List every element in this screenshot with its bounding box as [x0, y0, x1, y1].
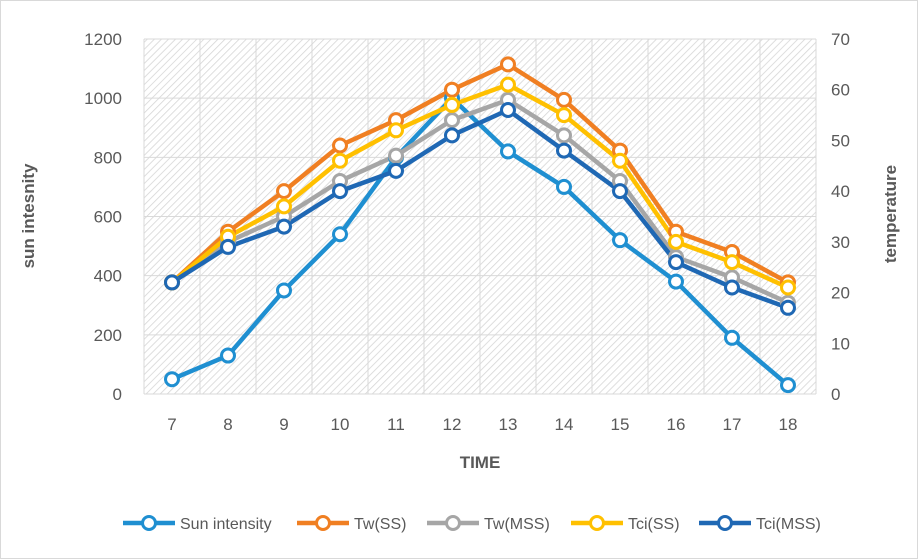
- y-tick-label: 0: [113, 385, 122, 404]
- x-tick-label: 10: [331, 415, 350, 434]
- y-tick-label: 200: [94, 326, 122, 345]
- data-point: [780, 279, 796, 296]
- x-tick-label: 11: [387, 415, 405, 434]
- grid: [143, 38, 817, 395]
- data-point: [668, 233, 684, 250]
- y2-tick-label: 20: [831, 284, 850, 303]
- legend-label: Tw(MSS): [484, 516, 550, 533]
- data-point: [500, 76, 516, 93]
- legend-marker: [445, 515, 461, 531]
- legend-marker: [315, 515, 331, 531]
- data-point: [780, 299, 796, 316]
- data-point: [332, 183, 348, 200]
- y-tick-label: 400: [94, 267, 122, 286]
- x-tick-label: 16: [667, 415, 686, 434]
- data-point: [388, 122, 404, 139]
- data-point: [444, 127, 460, 144]
- data-point: [780, 377, 796, 394]
- x-axis-title: TIME: [460, 453, 501, 472]
- y2-tick-label: 40: [831, 182, 850, 201]
- data-point: [556, 127, 572, 144]
- legend-label: Tw(SS): [354, 516, 406, 533]
- data-point: [220, 238, 236, 255]
- legend: Sun intensity Tw(SS) Tw(MSS) Tci(SS) Tci(MSS…: [123, 515, 821, 533]
- data-point: [668, 254, 684, 271]
- data-point: [444, 112, 460, 129]
- data-point: [388, 162, 404, 179]
- y2-tick-label: 0: [831, 385, 840, 404]
- legend-label: Tci(MSS): [756, 516, 821, 533]
- series-lines: [169, 62, 791, 388]
- data-point: [612, 232, 628, 249]
- legend-marker: [141, 515, 157, 531]
- x-tick-label: 17: [723, 415, 742, 434]
- data-point: [276, 218, 292, 235]
- y-tick-label: 1200: [84, 30, 122, 49]
- data-point: [220, 347, 236, 364]
- data-point: [388, 147, 404, 164]
- data-point: [500, 56, 516, 73]
- y-tick-label: 1000: [84, 89, 122, 108]
- y2-tick-label: 30: [831, 233, 850, 252]
- y2-tick-label: 70: [831, 30, 850, 49]
- series-line-3: [169, 82, 791, 290]
- y2-tick-label: 60: [831, 81, 850, 100]
- data-point: [724, 329, 740, 346]
- legend-marker: [589, 515, 605, 531]
- data-point: [612, 183, 628, 200]
- data-point: [276, 282, 292, 299]
- data-point: [332, 152, 348, 169]
- x-tick-label: 14: [555, 415, 574, 434]
- data-point: [164, 274, 180, 291]
- data-point: [276, 183, 292, 200]
- data-point: [500, 143, 516, 160]
- data-point: [444, 81, 460, 98]
- data-point: [556, 107, 572, 124]
- data-point: [556, 178, 572, 195]
- series-line-1: [169, 62, 791, 285]
- legend-marker: [717, 515, 733, 531]
- data-point: [332, 137, 348, 154]
- x-axis-ticks: 7 8 9 10 11 12 13 14 15 16 17 18: [167, 415, 797, 434]
- legend-label: Tci(SS): [628, 516, 680, 533]
- x-tick-label: 9: [279, 415, 288, 434]
- series-markers: [164, 56, 796, 394]
- legend-label: Sun intensity: [180, 516, 272, 533]
- y2-tick-label: 10: [831, 334, 850, 353]
- data-point: [164, 371, 180, 388]
- y2-axis-title: temperature: [881, 165, 900, 263]
- y-tick-label: 600: [94, 208, 122, 227]
- data-point: [276, 198, 292, 215]
- x-tick-label: 18: [779, 415, 798, 434]
- data-point: [724, 254, 740, 271]
- data-point: [556, 142, 572, 159]
- x-tick-label: 8: [223, 415, 232, 434]
- data-point: [612, 152, 628, 169]
- data-point: [668, 273, 684, 290]
- y2-tick-label: 50: [831, 131, 850, 150]
- y-axis-ticks: 0 200 400 600 800 1000 1200: [84, 30, 122, 404]
- data-point: [724, 279, 740, 296]
- data-point: [444, 96, 460, 113]
- series-line-4: [169, 107, 791, 311]
- y2-axis-ticks: 0 10 20 30 40 50 60 70: [831, 30, 850, 404]
- series-line-2: [169, 97, 791, 305]
- x-tick-label: 13: [499, 415, 518, 434]
- y-axis-title: sun intesnity: [19, 163, 38, 268]
- x-tick-label: 15: [611, 415, 630, 434]
- data-point: [500, 102, 516, 118]
- y-tick-label: 800: [94, 148, 122, 167]
- x-tick-label: 7: [167, 415, 176, 434]
- x-tick-label: 12: [443, 415, 462, 434]
- data-point: [556, 91, 572, 108]
- data-point: [332, 226, 348, 243]
